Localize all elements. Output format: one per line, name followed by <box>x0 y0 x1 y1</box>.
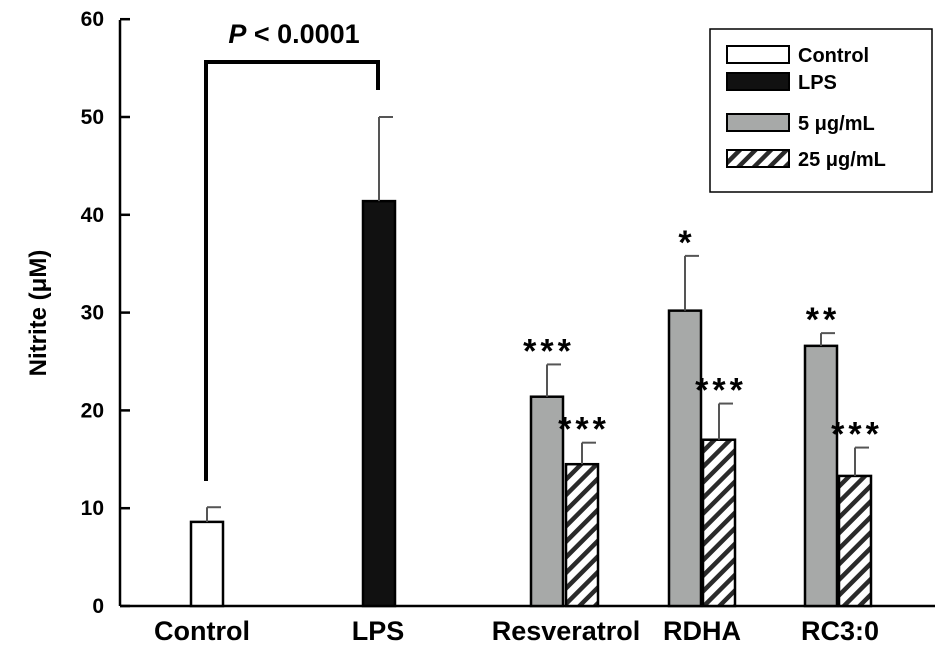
category-label: Resveratrol <box>492 616 641 646</box>
y-axis: 0 10 20 30 40 50 60 <box>81 8 130 618</box>
y-tick-label: 50 <box>81 106 104 129</box>
legend-swatch <box>726 149 790 168</box>
bar <box>189 520 225 608</box>
bar <box>701 438 737 608</box>
legend-label: 25 μg/mL <box>798 149 886 171</box>
y-tick-label: 60 <box>81 8 104 31</box>
p-value-annotation: P < 0.0001 <box>204 19 380 481</box>
legend: Control LPS 5 μg/mL 25 μg/mL <box>709 28 933 193</box>
bars <box>189 199 873 608</box>
y-tick-label: 10 <box>81 497 104 520</box>
error-bars <box>206 116 869 522</box>
y-tick-label: 20 <box>81 399 104 422</box>
bar <box>837 474 873 608</box>
bar <box>361 199 397 608</box>
significance-stars-label: *** <box>831 416 883 454</box>
category-label: Control <box>154 616 250 646</box>
p-value-label: P < 0.0001 <box>228 19 359 49</box>
y-tick-label: 0 <box>92 595 104 618</box>
significance-stars-label: *** <box>695 372 747 410</box>
significance-stars-label: ** <box>806 301 840 339</box>
significance-stars-label: *** <box>523 332 575 370</box>
legend-swatch <box>726 45 790 64</box>
significance-stars: *************** <box>523 224 883 454</box>
significance-bracket <box>204 60 380 481</box>
bar <box>564 462 600 608</box>
significance-stars-label: *** <box>558 411 610 449</box>
bar <box>667 309 703 608</box>
category-label: RDHA <box>663 616 741 646</box>
legend-swatch <box>726 72 790 91</box>
y-tick-label: 30 <box>81 302 104 325</box>
category-labels: Control LPS Resveratrol RDHA RC3:0 <box>154 616 879 646</box>
category-label: LPS <box>352 616 405 646</box>
legend-label: LPS <box>798 72 837 94</box>
legend-label: 5 μg/mL <box>798 113 875 135</box>
y-axis-label: Nitrite (μM) <box>25 250 52 377</box>
y-tick-label: 40 <box>81 204 104 227</box>
legend-label: Control <box>798 45 869 67</box>
bar <box>803 344 839 608</box>
legend-swatch <box>726 113 790 132</box>
significance-stars-label: * <box>678 224 695 262</box>
category-label: RC3:0 <box>801 616 879 646</box>
y-ticks: 0 10 20 30 40 50 60 <box>81 8 130 618</box>
